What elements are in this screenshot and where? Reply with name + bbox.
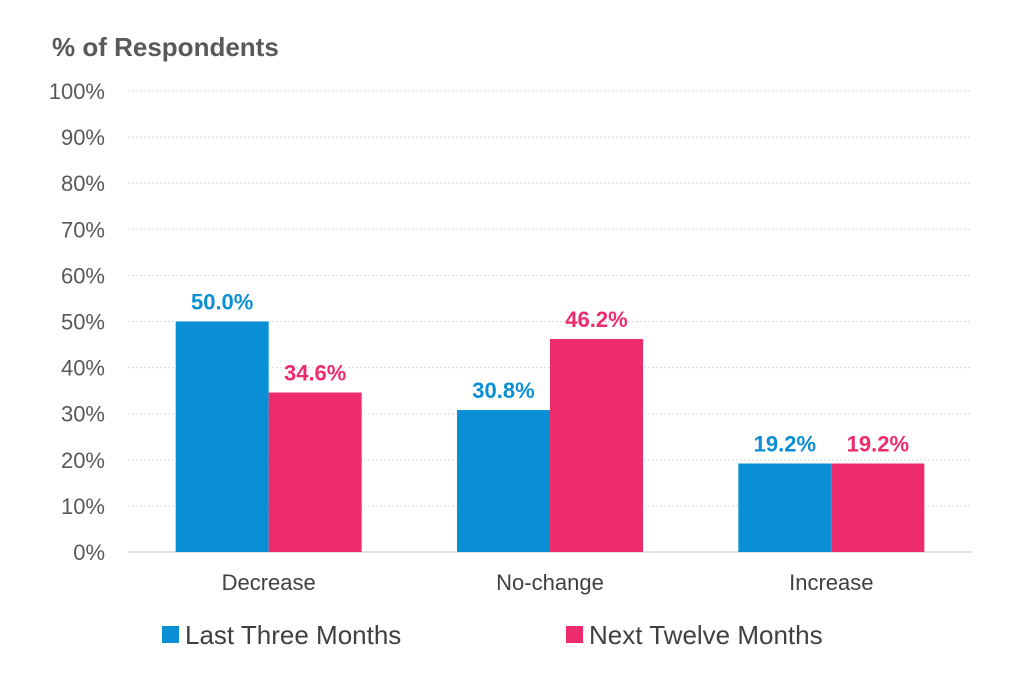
y-tick-label: 40% xyxy=(61,356,105,381)
data-label: 30.8% xyxy=(472,378,534,403)
y-tick-label: 60% xyxy=(61,263,105,288)
y-tick-label: 90% xyxy=(61,125,105,150)
data-label: 19.2% xyxy=(754,431,816,456)
bar xyxy=(738,463,832,552)
legend-label: Last Three Months xyxy=(185,620,401,650)
data-label: 50.0% xyxy=(191,290,253,315)
data-labels: 50.0% 34.6% 30.8% 46.2% 19.2% 19.2% xyxy=(191,290,909,457)
bar xyxy=(457,410,550,552)
y-tick-label: 30% xyxy=(61,402,105,427)
bars xyxy=(175,321,925,552)
y-tick-label: 20% xyxy=(61,448,105,473)
bar xyxy=(175,321,269,552)
data-label: 19.2% xyxy=(847,431,909,456)
x-axis-categories: Decrease No-change Increase xyxy=(222,570,874,595)
y-tick-label: 10% xyxy=(61,494,105,519)
y-axis-title: % of Respondents xyxy=(52,32,279,62)
y-tick-label: 70% xyxy=(61,217,105,242)
legend-label: Next Twelve Months xyxy=(589,620,823,650)
y-tick-label: 80% xyxy=(61,171,105,196)
bar xyxy=(831,463,925,552)
legend: Last Three Months Next Twelve Months xyxy=(162,620,823,650)
legend-swatch xyxy=(566,626,583,643)
y-tick-label: 100% xyxy=(49,79,105,104)
data-label: 46.2% xyxy=(565,307,627,332)
y-axis-ticks: 0% 10% 20% 30% 40% 50% 60% 70% 80% 90% 100% xyxy=(49,79,105,565)
x-category-label: No-change xyxy=(496,570,604,595)
legend-swatch xyxy=(162,626,179,643)
x-category-label: Increase xyxy=(789,570,873,595)
bar xyxy=(268,392,362,552)
y-tick-label: 50% xyxy=(61,310,105,335)
bar xyxy=(550,339,643,552)
y-tick-label: 0% xyxy=(73,540,105,565)
x-category-label: Decrease xyxy=(222,570,316,595)
data-label: 34.6% xyxy=(284,360,346,385)
